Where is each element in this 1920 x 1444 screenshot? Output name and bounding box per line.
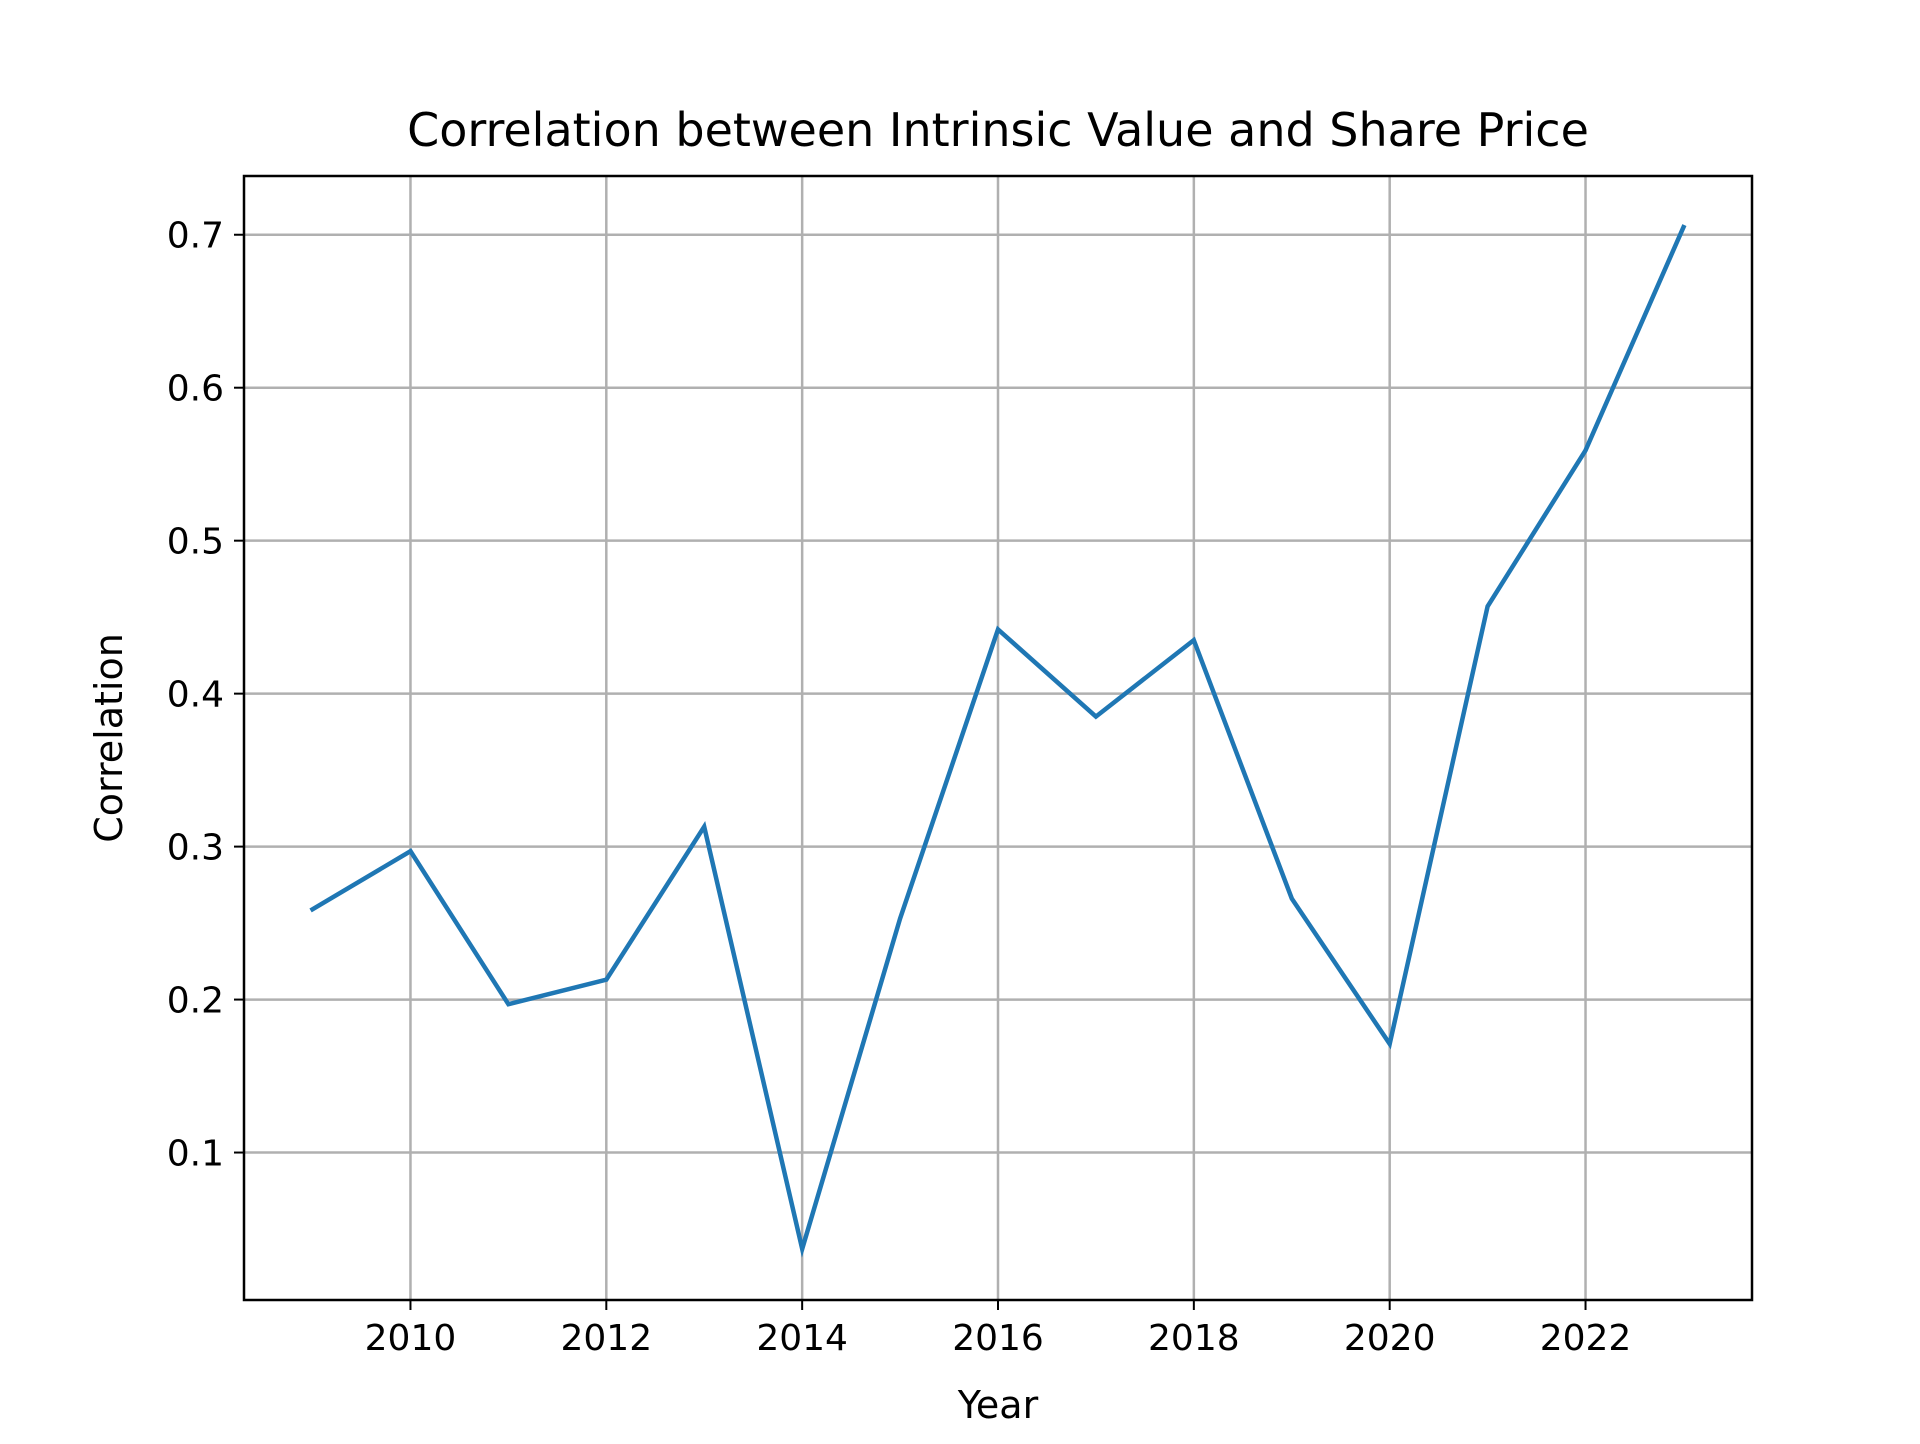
y-axis-label: Correlation bbox=[87, 633, 131, 843]
axis-ticks: 2010 2012 2014 2016 2018 2020 2022 0.1 0.2 0.3 0.4… bbox=[167, 216, 1632, 1359]
series-line-0 bbox=[309, 224, 1687, 1258]
chart-title: Correlation between Intrinsic Value and … bbox=[407, 103, 1589, 157]
x-tick-label: 2022 bbox=[1540, 1318, 1632, 1359]
grid bbox=[244, 176, 1752, 1300]
x-tick-label: 2016 bbox=[952, 1318, 1044, 1359]
y-tick-label: 0.4 bbox=[167, 675, 224, 716]
x-tick-label: 2018 bbox=[1148, 1318, 1240, 1359]
x-axis-label: Year bbox=[957, 1383, 1039, 1427]
y-tick-label: 0.7 bbox=[167, 216, 224, 257]
x-tick-label: 2014 bbox=[756, 1318, 848, 1359]
x-tick-label: 2010 bbox=[365, 1318, 457, 1359]
series-layer bbox=[309, 224, 1687, 1258]
y-tick-label: 0.2 bbox=[167, 981, 224, 1022]
x-tick-label: 2012 bbox=[560, 1318, 652, 1359]
x-tick-label: 2020 bbox=[1344, 1318, 1436, 1359]
y-tick-label: 0.6 bbox=[167, 369, 224, 410]
y-tick-label: 0.1 bbox=[167, 1134, 224, 1175]
y-tick-label: 0.3 bbox=[167, 828, 224, 869]
y-tick-label: 0.5 bbox=[167, 522, 224, 563]
